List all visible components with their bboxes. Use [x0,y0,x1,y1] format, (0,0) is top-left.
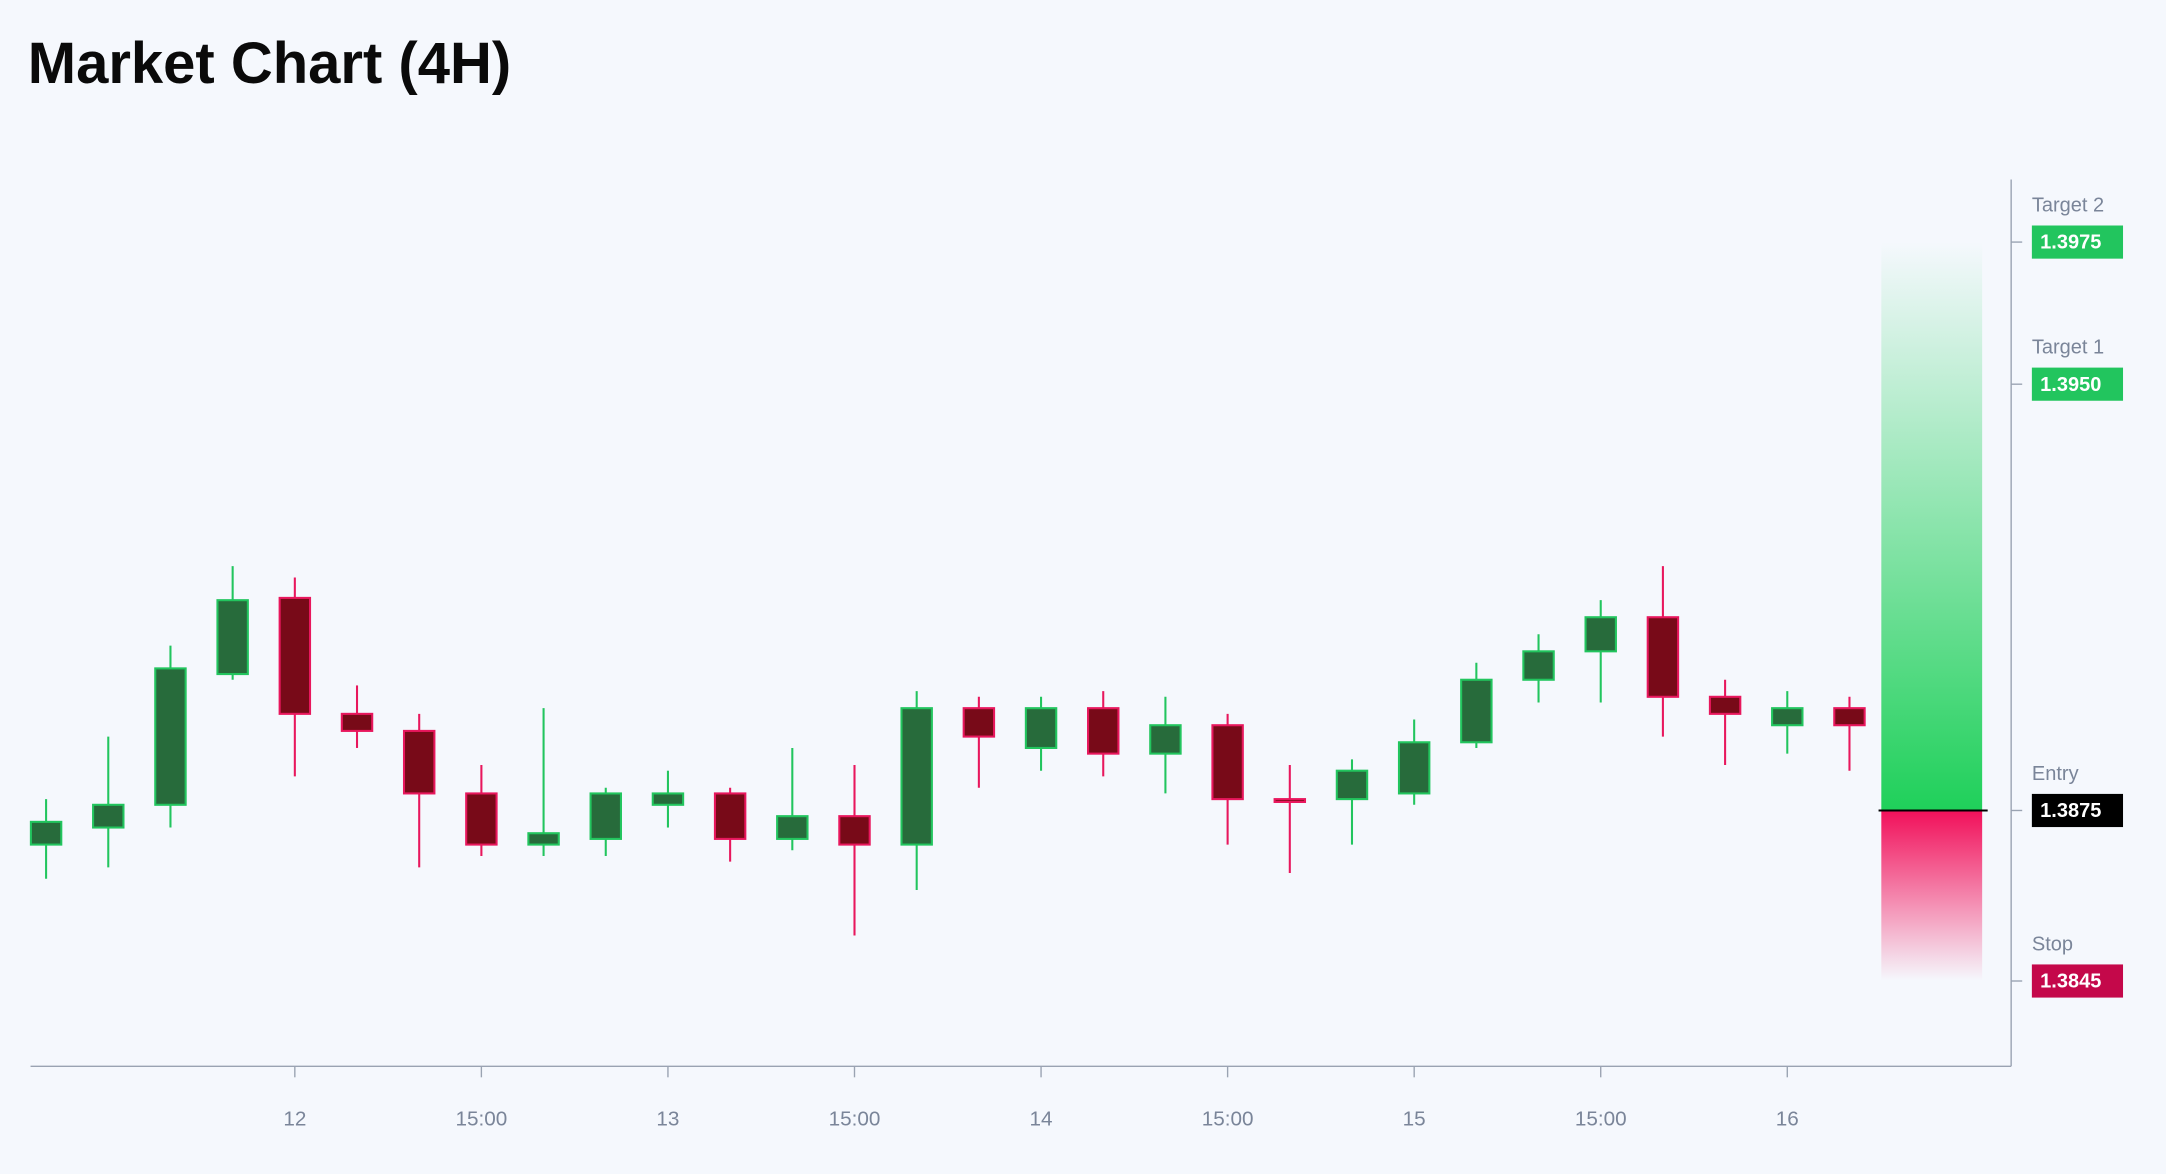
x-tick-label: 12 [283,1108,306,1131]
x-tick-label: 16 [1776,1108,1799,1131]
candle-body [527,832,560,846]
candle-body [651,792,685,806]
profit-zone [1881,242,1983,811]
candle-body [92,803,125,829]
candle-body [402,729,436,795]
x-tick-label: 13 [656,1108,679,1131]
x-tick-label: 15:00 [455,1108,507,1131]
level-badge [2031,367,2124,401]
x-tick-label: 15 [1403,1108,1426,1131]
candle-body [1833,707,1866,727]
candle-body [1024,707,1058,749]
x-tick-label: 15:00 [1202,1108,1254,1131]
level-name: Target 2 [2032,194,2104,216]
candle-body [1771,707,1804,727]
level-badge [2031,793,2124,828]
level-value: 1.3950 [2040,374,2101,396]
level-name: Stop [2032,933,2073,955]
level-value: 1.3875 [2040,800,2101,822]
candle-body [1708,695,1742,715]
candle-body [1087,707,1120,755]
candle-body [1273,798,1307,803]
candle-body [29,820,63,846]
chart-title: Market Chart (4H) [28,31,511,96]
candle-body [900,707,933,846]
candle-body [154,667,187,806]
candle-body [278,596,312,715]
level-badge [2031,964,2124,998]
candle-body [1646,616,1680,698]
candle-body [216,599,249,676]
level-name: Target 1 [2032,337,2104,359]
x-tick-label: 15:00 [1575,1108,1627,1131]
candle-body [713,792,747,840]
candle-body [1335,769,1369,801]
x-tick-label: 15:00 [829,1108,881,1131]
candle-body [1397,741,1431,795]
candle-body [465,792,498,846]
candle-body [1211,724,1244,801]
candle-body [1460,678,1493,744]
candle-body [1522,650,1555,681]
level-value: 1.3845 [2040,971,2101,993]
level-badge [2031,225,2124,259]
level-value: 1.3975 [2040,232,2101,254]
candle-body [962,707,996,738]
candle-body [776,815,809,840]
candle-body [838,815,871,846]
loss-zone [1881,810,1983,982]
x-tick-label: 14 [1030,1108,1053,1131]
level-name: Entry [2032,763,2079,785]
candle-body [1149,724,1182,755]
candle-body [589,792,622,840]
candle-body [340,712,374,732]
candle-body [1584,616,1617,653]
